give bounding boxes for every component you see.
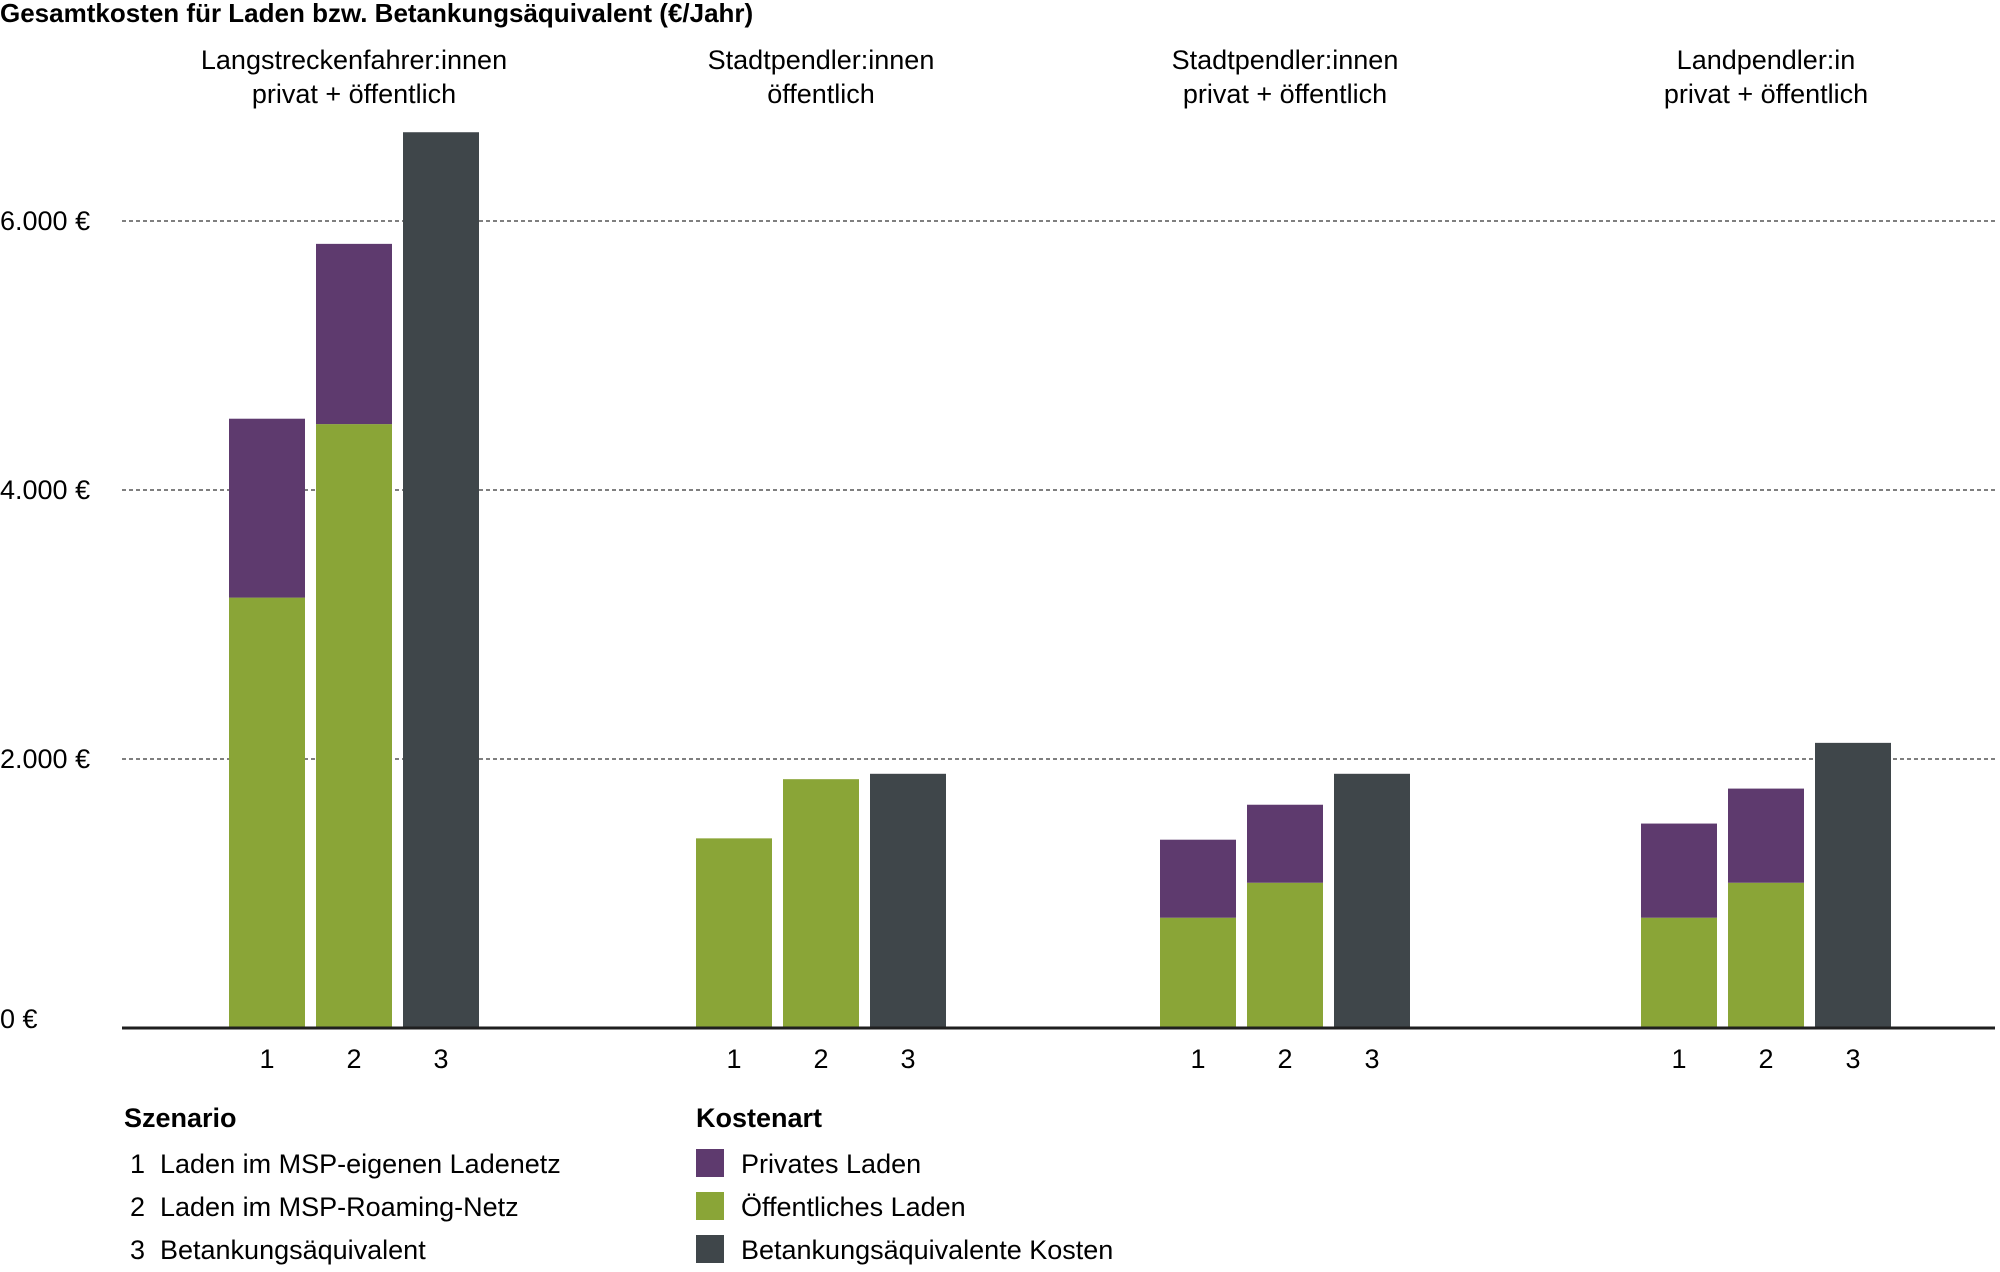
y-tick-label: 2.000 € — [0, 744, 90, 774]
chart-title: Gesamtkosten für Laden bzw. Betankungsäq… — [0, 0, 753, 28]
legend-scenario: Szenario 1 Laden im MSP-eigenen Ladenetz 2… — [124, 1103, 561, 1265]
bar-segment-oeffentlich — [1160, 917, 1236, 1028]
bar-segment-betankung — [1815, 742, 1891, 1028]
bar-segment-privat — [1641, 823, 1717, 918]
bar-segment-oeffentlich — [696, 838, 772, 1028]
legend-costs: Kostenart Privates Laden Öffentliches Lad… — [696, 1103, 1113, 1265]
group-label-line: Stadtpendler:innen — [1172, 45, 1399, 75]
bars — [229, 132, 1891, 1029]
scenario-tick-label: 3 — [433, 1044, 448, 1074]
scenario-tick-label: 2 — [1277, 1044, 1292, 1074]
bar-segment-oeffentlich — [1247, 882, 1323, 1028]
bar-segment-oeffentlich — [229, 597, 305, 1028]
bar-segment-privat — [1728, 788, 1804, 883]
group-label-line: öffentlich — [767, 79, 875, 109]
bar-segment-betankung — [870, 773, 946, 1028]
bar-segment-privat — [316, 243, 392, 425]
scenario-tick-labels: 1 2 3 1 2 3 1 2 3 1 2 3 — [259, 1044, 1860, 1074]
bar-segment-oeffentlich — [1641, 917, 1717, 1028]
group-label-line: Stadtpendler:innen — [708, 45, 935, 75]
y-tick-label: 4.000 € — [0, 475, 90, 505]
bar-segment-privat — [1247, 804, 1323, 883]
legend-scenario-number: 2 — [130, 1192, 145, 1222]
legend-cost-label: Privates Laden — [741, 1149, 921, 1179]
bar-group — [696, 773, 946, 1028]
bar-group — [229, 132, 479, 1029]
group-label-line: Langstreckenfahrer:innen — [201, 45, 507, 75]
bar-segment-privat — [229, 418, 305, 598]
scenario-tick-label: 1 — [1190, 1044, 1205, 1074]
bar-group — [1160, 773, 1410, 1028]
bar-segment-oeffentlich — [783, 779, 859, 1028]
group-label-line: privat + öffentlich — [252, 79, 456, 109]
scenario-tick-label: 1 — [1671, 1044, 1686, 1074]
y-tick-label: 0 € — [0, 1004, 38, 1034]
legend-scenario-text: Betankungsäquivalent — [160, 1235, 426, 1265]
bar-segment-privat — [1160, 839, 1236, 918]
bar-segment-betankung — [1334, 773, 1410, 1028]
legend-swatch — [696, 1235, 724, 1263]
scenario-tick-label: 2 — [813, 1044, 828, 1074]
scenario-tick-label: 1 — [259, 1044, 274, 1074]
legend-cost-label: Öffentliches Laden — [741, 1192, 966, 1222]
scenario-tick-label: 3 — [1845, 1044, 1860, 1074]
legend-scenario-title: Szenario — [124, 1103, 237, 1133]
scenario-tick-label: 2 — [1758, 1044, 1773, 1074]
legend-swatch — [696, 1192, 724, 1220]
grid-lines — [122, 220, 1995, 760]
bar-segment-oeffentlich — [1728, 882, 1804, 1028]
legend-scenario-text: Laden im MSP-Roaming-Netz — [160, 1192, 519, 1222]
scenario-tick-label: 3 — [900, 1044, 915, 1074]
y-tick-label: 6.000 € — [0, 206, 90, 236]
scenario-tick-label: 1 — [726, 1044, 741, 1074]
scenario-tick-label: 3 — [1364, 1044, 1379, 1074]
y-axis-ticks: 0 € 2.000 € 4.000 € 6.000 € — [0, 206, 90, 1034]
group-label-line: privat + öffentlich — [1183, 79, 1387, 109]
bar-segment-betankung — [403, 132, 479, 1029]
scenario-tick-label: 2 — [346, 1044, 361, 1074]
legend-scenario-text: Laden im MSP-eigenen Ladenetz — [160, 1149, 561, 1179]
legend-cost-label: Betankungsäquivalente Kosten — [741, 1235, 1113, 1265]
group-labels: Langstreckenfahrer:innen privat + öffentl… — [201, 45, 1868, 109]
legend-costs-title: Kostenart — [696, 1103, 822, 1133]
bar-segment-oeffentlich — [316, 424, 392, 1029]
bar-group — [1641, 742, 1891, 1028]
legend-scenario-number: 3 — [130, 1235, 145, 1265]
group-label-line: privat + öffentlich — [1664, 79, 1868, 109]
legend-scenario-number: 1 — [130, 1149, 145, 1179]
legend-swatch — [696, 1149, 724, 1177]
group-label-line: Landpendler:in — [1677, 45, 1856, 75]
